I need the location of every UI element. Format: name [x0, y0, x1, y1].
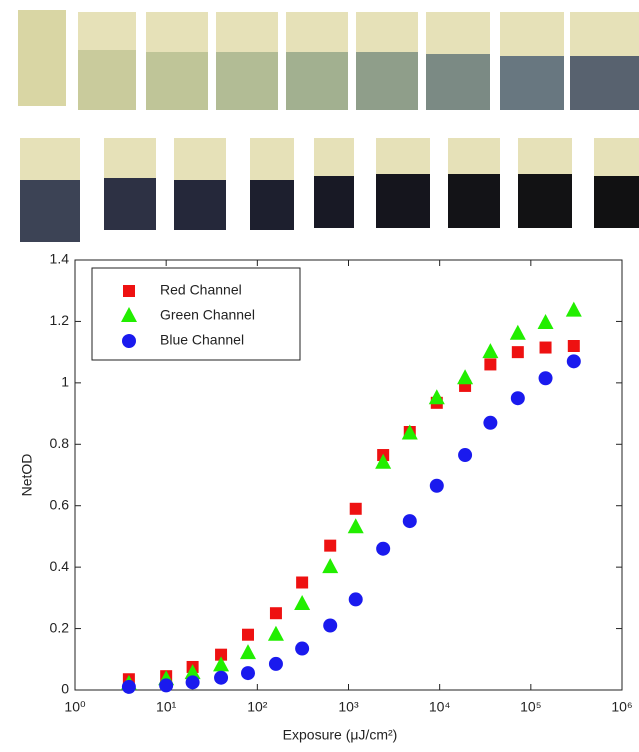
- marker-square: [324, 540, 336, 552]
- marker-triangle: [429, 389, 445, 404]
- legend: Red Channel Green Channel Blue Channel: [92, 268, 300, 360]
- marker-circle: [269, 657, 283, 671]
- paper-tag: [20, 138, 80, 180]
- paper-tag: [448, 138, 500, 174]
- y-tick-label: 1.2: [50, 312, 70, 328]
- marker-triangle: [268, 626, 284, 641]
- marker-circle: [458, 448, 472, 462]
- y-tick-label: 0.6: [50, 496, 70, 512]
- paper-tag: [376, 138, 430, 174]
- y-tick-label: 0.4: [50, 558, 70, 574]
- marker-triangle: [294, 595, 310, 610]
- marker-circle: [430, 479, 444, 493]
- paper-tag: [104, 138, 156, 178]
- paper-tag: [356, 12, 418, 52]
- marker-circle: [403, 514, 417, 528]
- marker-square: [540, 342, 552, 354]
- marker-circle: [539, 371, 553, 385]
- x-tick-label: 10⁶: [611, 699, 632, 715]
- figure: Exposure (μJ/cm²) NetOD 0 0.2 0.4 0.6 0.8 1 1.…: [0, 0, 639, 747]
- marker-circle: [349, 592, 363, 606]
- marker-square: [484, 358, 496, 370]
- marker-square: [242, 629, 254, 641]
- paper-tag: [286, 12, 348, 52]
- x-tick-label: 10⁰: [64, 699, 86, 715]
- film-strip: [18, 10, 66, 106]
- marker-circle: [122, 680, 136, 694]
- paper-tag: [314, 138, 354, 176]
- marker-circle: [214, 671, 228, 685]
- marker-circle: [295, 642, 309, 656]
- x-tick-label: 10¹: [156, 699, 177, 715]
- y-axis-label: NetOD: [19, 454, 35, 497]
- paper-tag: [78, 12, 136, 50]
- paper-tag: [570, 12, 639, 56]
- marker-square: [123, 285, 135, 297]
- y-tick-label: 1: [61, 374, 69, 390]
- marker-circle: [483, 416, 497, 430]
- marker-square: [270, 607, 282, 619]
- x-axis-label: Exposure (μJ/cm²): [283, 727, 398, 743]
- marker-circle: [159, 678, 173, 692]
- legend-label: Blue Channel: [160, 332, 244, 348]
- marker-triangle: [322, 558, 338, 573]
- marker-triangle: [482, 343, 498, 358]
- marker-square: [512, 346, 524, 358]
- marker-triangle: [240, 644, 256, 659]
- paper-tag: [500, 12, 564, 56]
- marker-triangle: [566, 302, 582, 317]
- x-tick-label: 10³: [338, 699, 359, 715]
- marker-circle: [241, 666, 255, 680]
- marker-triangle: [348, 518, 364, 533]
- paper-tag: [250, 138, 294, 180]
- x-tick-label: 10²: [247, 699, 268, 715]
- x-tick-label: 10⁵: [520, 699, 541, 715]
- y-tick-label: 0.8: [50, 435, 70, 451]
- paper-tag: [594, 138, 639, 176]
- paper-tag: [518, 138, 572, 174]
- paper-tag: [146, 12, 208, 52]
- marker-circle: [376, 542, 390, 556]
- marker-circle: [567, 354, 581, 368]
- y-tick-label: 0: [61, 681, 69, 697]
- marker-triangle: [457, 369, 473, 384]
- paper-tag: [426, 12, 490, 54]
- marker-circle: [122, 334, 136, 348]
- y-tick-label: 0.2: [50, 619, 70, 635]
- marker-square: [568, 340, 580, 352]
- x-tick-label: 10⁴: [429, 699, 451, 715]
- marker-circle: [511, 391, 525, 405]
- legend-label: Green Channel: [160, 307, 255, 323]
- marker-triangle: [538, 314, 554, 329]
- y-tick-label: 1.4: [50, 251, 70, 267]
- marker-square: [350, 503, 362, 515]
- marker-triangle: [510, 325, 526, 340]
- marker-circle: [186, 675, 200, 689]
- paper-tag: [216, 12, 278, 52]
- paper-tag: [174, 138, 226, 180]
- marker-circle: [323, 619, 337, 633]
- film-photos: [18, 10, 639, 242]
- marker-square: [296, 577, 308, 589]
- page: Exposure (μJ/cm²) NetOD 0 0.2 0.4 0.6 0.8 1 1.…: [0, 0, 639, 752]
- legend-label: Red Channel: [160, 282, 242, 298]
